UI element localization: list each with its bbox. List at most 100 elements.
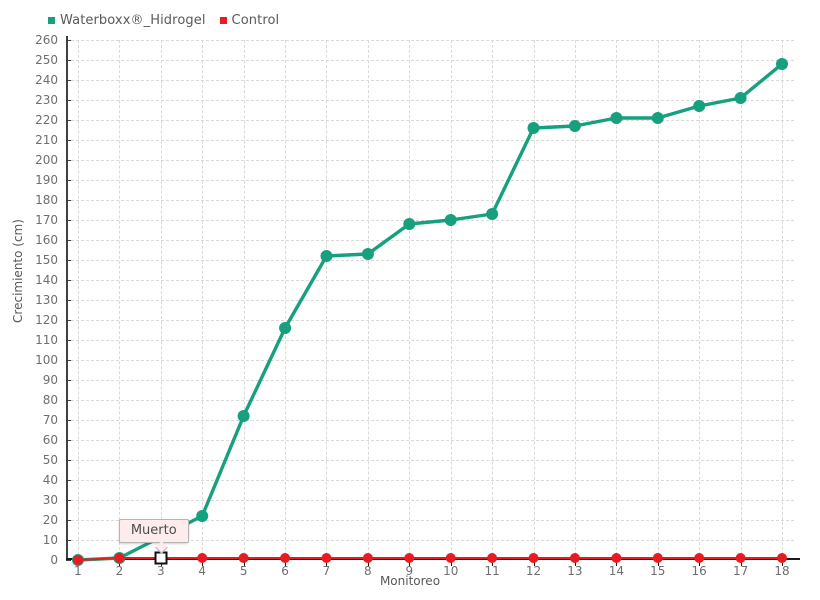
gridline-vertical [574, 40, 576, 560]
y-axis-tick-mark [66, 40, 71, 41]
data-point[interactable] [777, 553, 787, 563]
x-axis-tick-label: 10 [443, 564, 459, 578]
data-point[interactable] [361, 248, 374, 260]
x-axis-tick-label: 6 [281, 564, 289, 578]
data-point[interactable] [280, 553, 291, 563]
legend-item-waterboxx-hidrogel[interactable]: Waterboxx®_Hidrogel [48, 13, 206, 28]
y-axis-tick-label: 90 [42, 373, 58, 387]
data-point[interactable] [362, 553, 373, 563]
y-axis-tick-mark [66, 500, 71, 501]
data-point[interactable] [694, 553, 705, 563]
x-axis-tick-label: 2 [115, 564, 124, 578]
gridline-horizontal [66, 320, 794, 321]
gridline-vertical [450, 40, 452, 560]
x-axis-tick-mark [699, 560, 701, 566]
y-axis-tick-mark [66, 320, 71, 321]
x-axis-tick-label: 1 [74, 564, 82, 578]
gridline-vertical [616, 40, 618, 560]
gridline-horizontal [66, 360, 794, 361]
data-point[interactable] [321, 553, 332, 563]
data-point[interactable] [237, 410, 250, 422]
gridline-horizontal [66, 180, 794, 181]
data-point[interactable] [569, 553, 580, 563]
data-point[interactable] [734, 92, 747, 104]
data-point[interactable] [444, 214, 457, 226]
data-point[interactable] [735, 553, 746, 563]
gridline-horizontal [66, 480, 794, 481]
data-point[interactable] [527, 122, 540, 134]
legend-swatch-control [219, 17, 227, 24]
y-axis-tick-label: 230 [35, 93, 58, 107]
data-point[interactable] [611, 553, 622, 563]
data-point[interactable] [238, 553, 249, 563]
data-point[interactable] [279, 322, 292, 334]
gridline-horizontal [66, 40, 794, 41]
x-axis-tick-mark [740, 560, 742, 566]
gridline-vertical [740, 40, 742, 560]
gridline-horizontal [66, 380, 794, 381]
x-axis-tick-label: 9 [405, 564, 414, 578]
gridline-horizontal [66, 520, 794, 521]
data-series-layer [72, 58, 788, 566]
gridline-horizontal [66, 60, 794, 61]
data-point[interactable] [486, 208, 499, 220]
data-point[interactable] [445, 553, 456, 563]
data-point[interactable] [73, 555, 83, 565]
x-axis-tick-mark [285, 560, 287, 566]
y-axis-tick-label: 100 [35, 353, 58, 367]
gridline-vertical [699, 40, 701, 560]
y-axis-tick-mark [66, 380, 71, 381]
data-point[interactable] [651, 112, 664, 124]
gridline-vertical [409, 40, 411, 560]
y-axis-tick-mark [66, 480, 71, 481]
gridline-horizontal [66, 460, 794, 461]
y-axis-tick-label: 80 [42, 393, 58, 407]
y-axis-tick-label: 130 [35, 293, 58, 307]
muerto-tooltip: Muerto [118, 519, 189, 543]
data-point[interactable] [114, 553, 125, 563]
x-axis-tick-mark [243, 560, 245, 566]
x-axis-tick-mark [616, 560, 618, 566]
y-axis-line [66, 36, 68, 560]
y-axis-tick-mark [66, 360, 71, 361]
gridline-vertical [78, 40, 79, 560]
y-axis-tick-mark [66, 280, 71, 281]
y-axis-tick-label: 170 [35, 213, 58, 227]
data-point[interactable] [693, 100, 706, 112]
y-axis-tick-mark [66, 180, 71, 181]
y-axis-tick-mark [66, 220, 71, 221]
series-line-waterboxx-hidrogel [76, 62, 784, 562]
data-point[interactable] [320, 250, 333, 262]
gridline-horizontal [66, 260, 794, 261]
y-axis-tick-mark [66, 420, 71, 421]
data-point[interactable] [528, 553, 539, 563]
x-axis-tick-label: 8 [364, 564, 372, 578]
y-axis-tick-label: 110 [35, 333, 58, 347]
data-point[interactable] [568, 120, 581, 132]
y-axis-tick-label: 40 [42, 473, 58, 487]
gridline-horizontal [66, 160, 794, 161]
x-axis-tick-label: 4 [198, 564, 207, 578]
x-axis-tick-mark [326, 560, 328, 566]
data-point[interactable] [610, 112, 623, 124]
x-axis-tick-label: 7 [322, 564, 331, 578]
gridline-vertical [492, 40, 494, 560]
gridline-horizontal [66, 340, 794, 341]
data-point[interactable] [652, 553, 663, 563]
y-axis-tick-label: 150 [35, 253, 58, 267]
y-axis-tick-mark [66, 60, 71, 61]
legend-item-control[interactable]: Control [219, 13, 280, 28]
x-axis-tick-mark [574, 560, 576, 566]
x-axis-tick-label: 16 [691, 564, 707, 578]
data-point[interactable] [776, 58, 788, 70]
data-point[interactable] [404, 553, 415, 563]
y-axis-tick-mark [66, 80, 71, 81]
data-point[interactable] [196, 510, 209, 522]
data-point[interactable] [403, 218, 416, 230]
data-point[interactable] [197, 553, 208, 563]
y-axis-tick-label: 70 [42, 413, 58, 427]
data-point[interactable] [487, 553, 498, 563]
gridline-horizontal [66, 80, 794, 81]
plot-area: 0 10 20 30 40 50 60 70 80 90 100 110 120 130 140 150 160… [35, 33, 800, 578]
